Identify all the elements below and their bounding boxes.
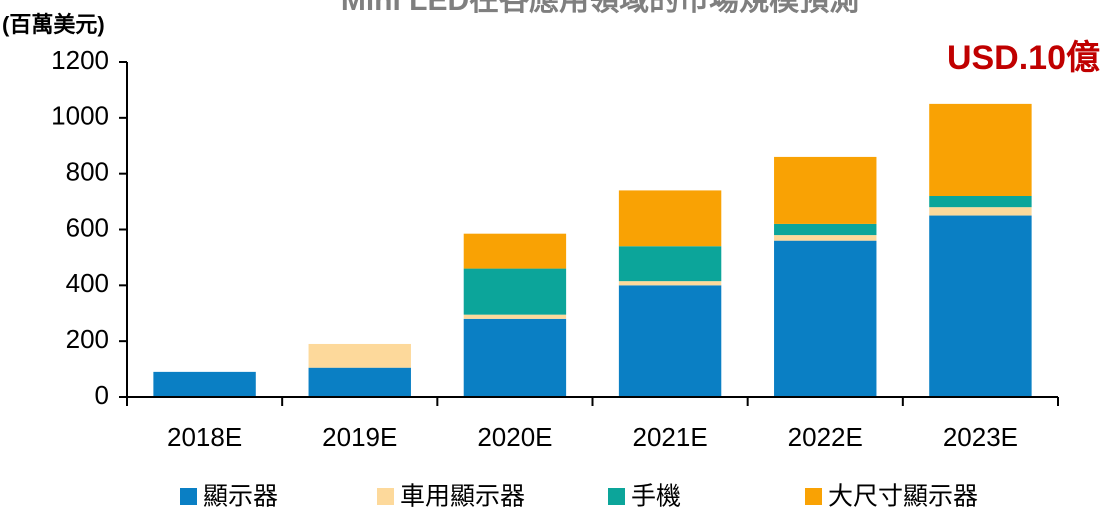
legend-label: 顯示器	[203, 483, 278, 511]
x-tick-label: 2023E	[943, 422, 1018, 452]
bar-segment	[618, 190, 722, 247]
bar-segment	[153, 371, 256, 397]
bar-segment	[463, 314, 567, 319]
x-tick-label: 2020E	[477, 422, 552, 452]
bar-segment	[463, 268, 567, 315]
bar-segment	[308, 367, 411, 397]
legend-label: 手機	[631, 483, 681, 511]
bar-segment	[929, 196, 1032, 208]
bar-segment	[929, 207, 1032, 216]
legend-swatch	[805, 488, 822, 505]
x-tick-label: 2022E	[788, 422, 863, 452]
bar-segment	[929, 215, 1032, 397]
bar-segment	[618, 281, 722, 286]
annotation: USD.10億	[947, 39, 1100, 77]
y-tick-label: 600	[66, 212, 109, 242]
bar-segment	[774, 240, 877, 397]
bar-segment	[774, 235, 877, 241]
y-tick-label: 400	[66, 268, 109, 298]
y-tick-label: 800	[66, 157, 109, 187]
legend-label: 車用顯示器	[400, 483, 525, 511]
bar-segment	[929, 103, 1032, 196]
x-tick-label: 2021E	[632, 422, 707, 452]
bar-segment	[463, 233, 567, 269]
bar-segment	[463, 318, 567, 397]
y-tick-label: 1000	[51, 101, 109, 131]
legend-swatch	[377, 488, 394, 505]
bar-segment	[774, 156, 877, 224]
bar-segment	[774, 223, 877, 236]
chart-title: Mini LED在各應用領域的市場規模預測	[341, 0, 859, 17]
y-tick-label: 1200	[51, 45, 109, 75]
bar-segment	[308, 343, 411, 368]
x-tick-label: 2018E	[167, 422, 242, 452]
y-tick-label: 0	[95, 380, 109, 410]
bar-segment	[618, 246, 722, 282]
legend-swatch	[180, 488, 197, 505]
legend-swatch	[608, 488, 625, 505]
x-tick-label: 2019E	[322, 422, 397, 452]
bar-segment	[618, 285, 722, 397]
legend-label: 大尺寸顯示器	[828, 483, 978, 511]
y-axis-label: (百萬美元)	[2, 12, 105, 37]
y-tick-label: 200	[66, 324, 109, 354]
